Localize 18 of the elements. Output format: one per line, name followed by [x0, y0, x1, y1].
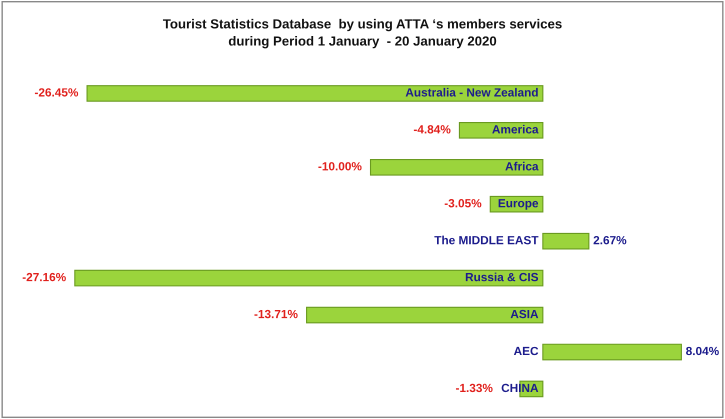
y-tick-label: AEC — [514, 346, 538, 356]
data-label: 8.04% — [686, 346, 719, 356]
y-tick-label: Africa — [505, 162, 539, 170]
data-label: 2.67% — [594, 236, 626, 244]
y-tick-label: Australia - New Zealand — [406, 88, 538, 97]
y-tick-label: America — [492, 124, 539, 134]
y-tick-label: ASIA — [510, 310, 538, 318]
data-label: -13.71% — [254, 310, 298, 318]
data-label: -4.84% — [414, 125, 451, 134]
data-label: -1.33% — [456, 384, 493, 392]
data-label: -3.05% — [444, 199, 482, 208]
chart-title: Tourist Statistics Database by using ATTA ‘s members services during Period 1 January - 20 January 2020 — [162, 18, 562, 48]
data-label: -26.45% — [34, 88, 78, 97]
data-label: -27.16% — [22, 272, 66, 282]
y-tick-label: Europe — [498, 199, 538, 210]
y-tick-label: Russia & CIS — [466, 272, 538, 282]
y-tick-label: The MIDDLE EAST — [434, 236, 538, 244]
data-label: -10.00% — [318, 162, 362, 170]
